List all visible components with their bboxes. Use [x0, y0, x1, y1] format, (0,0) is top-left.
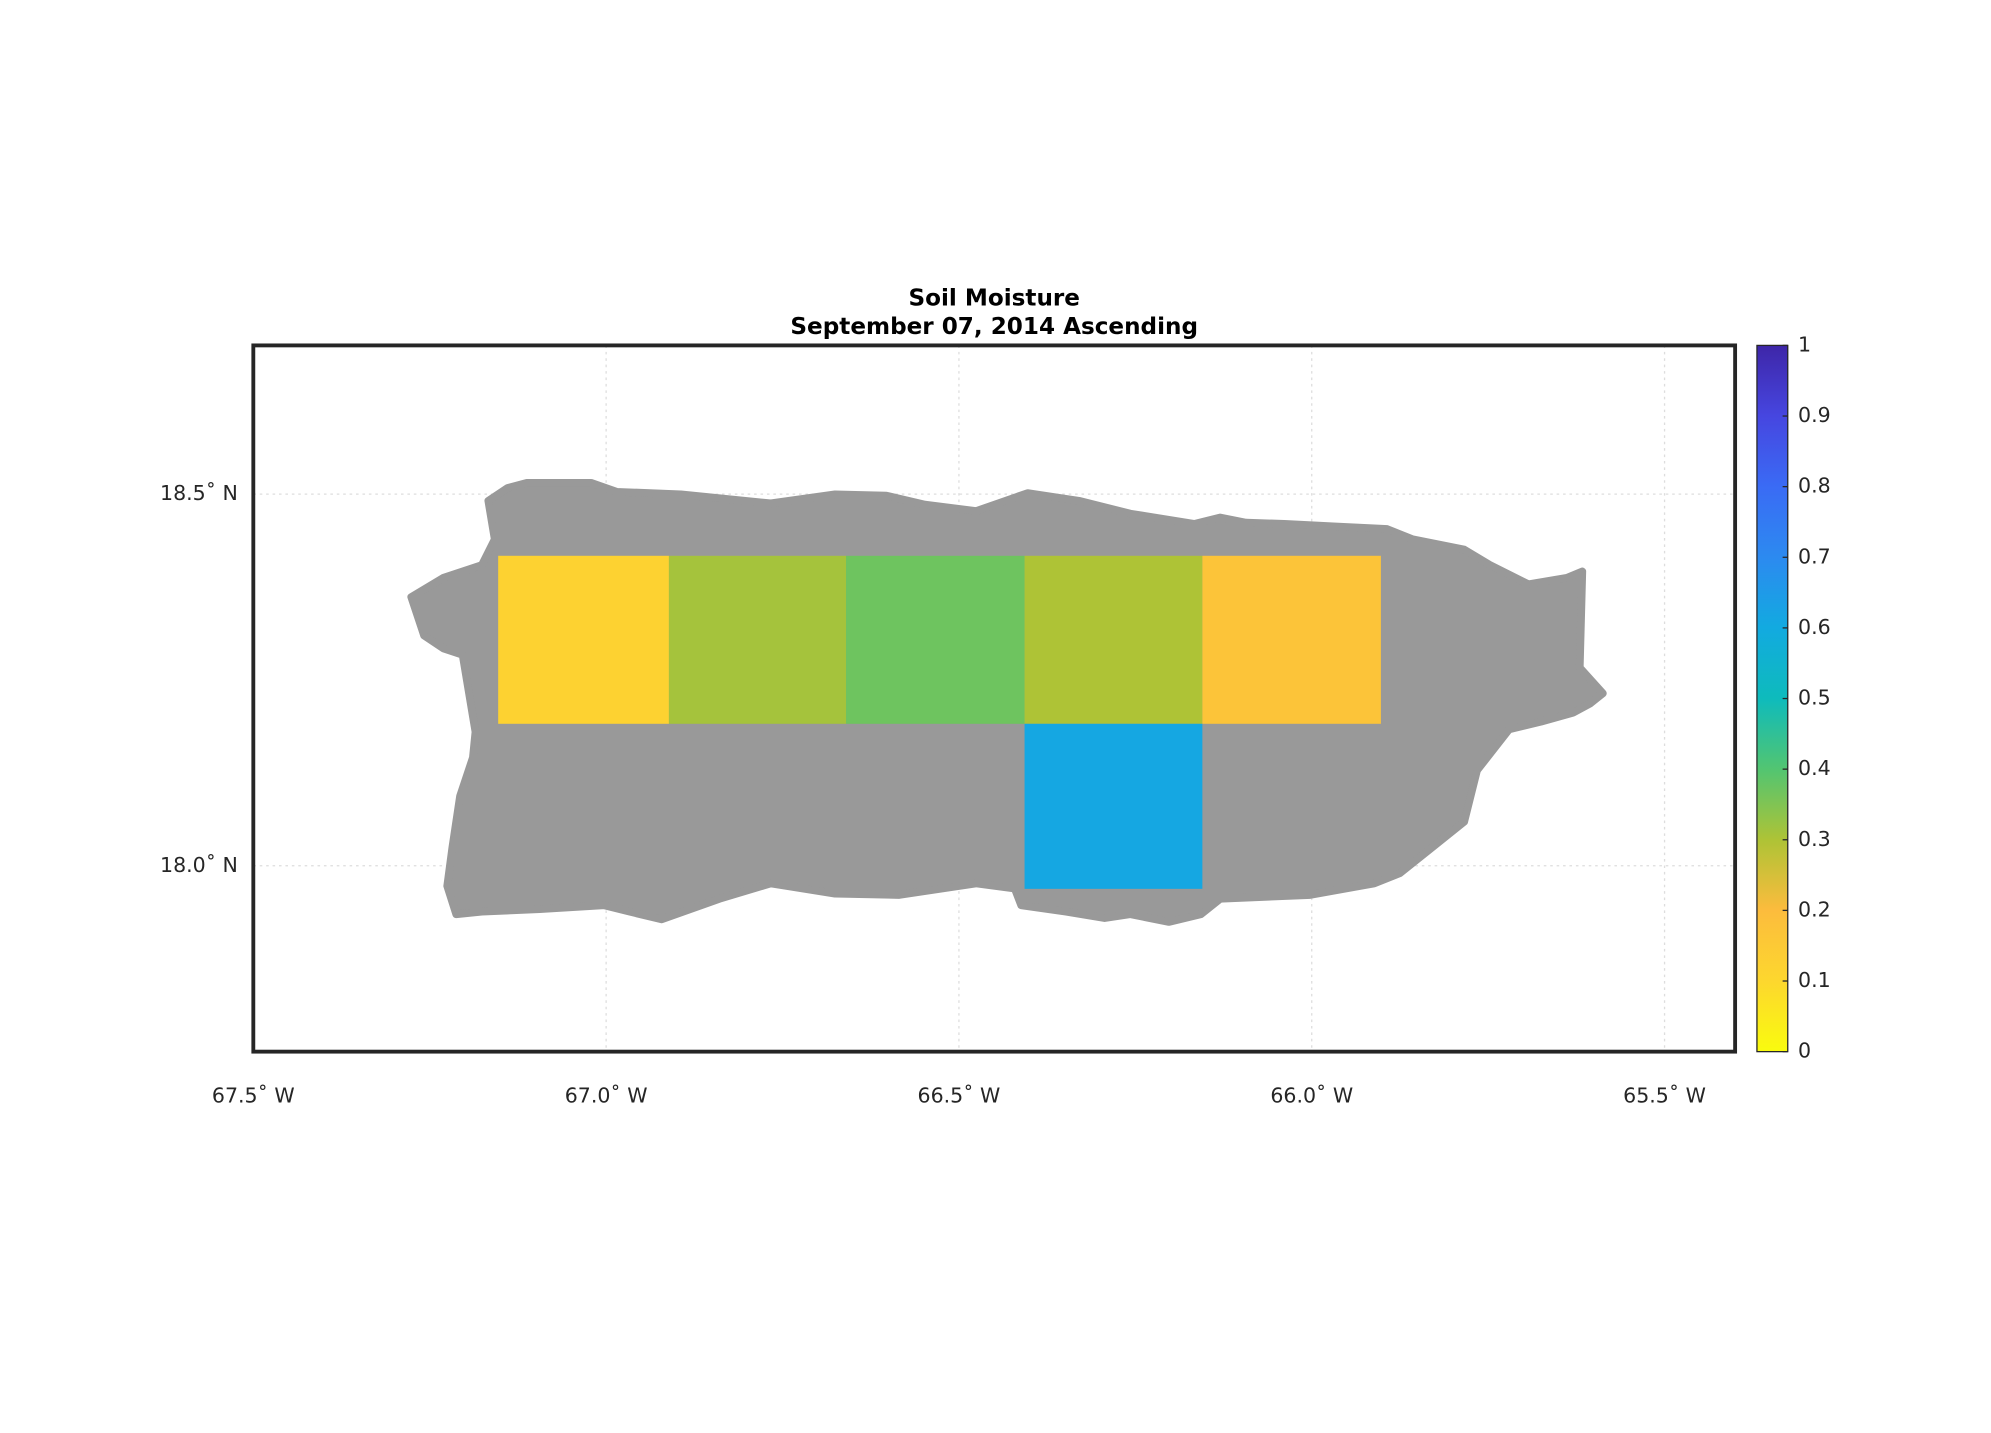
x-tick-label: 67.0˚ W: [565, 1084, 648, 1108]
colorbar-tick-label: 0.8: [1798, 474, 1831, 498]
soil-moisture-cell: [498, 555, 669, 724]
x-tick-label: 67.5˚ W: [212, 1084, 295, 1108]
colorbar-tick-label: 0.6: [1798, 615, 1831, 639]
x-tick-label: 66.0˚ W: [1270, 1084, 1353, 1108]
soil-moisture-cell: [1024, 555, 1203, 724]
y-tick-label: 18.5˚ N: [160, 481, 238, 505]
chart-title: Soil Moisture: [908, 286, 1080, 312]
soil-moisture-cell: [1024, 723, 1203, 889]
y-tick-label: 18.0˚ N: [160, 853, 238, 877]
colorbar-tick-label: 0.1: [1798, 968, 1831, 992]
colorbar-tick-label: 1: [1798, 332, 1811, 356]
colorbar-tick-label: 0.2: [1798, 897, 1831, 921]
colorbar-tick-label: 0.3: [1798, 827, 1831, 851]
chart-subtitle: September 07, 2014 Ascending: [790, 314, 1198, 340]
colorbar-tick-label: 0.4: [1798, 756, 1831, 780]
x-tick-label: 66.5˚ W: [918, 1084, 1001, 1108]
soil-moisture-cell: [846, 555, 1025, 724]
colorbar-tick-label: 0.5: [1798, 686, 1831, 710]
x-tick-label: 65.5˚ W: [1623, 1084, 1706, 1108]
soil-moisture-cell: [1202, 555, 1381, 724]
axes-frame: [251, 343, 1738, 1054]
colorbar-tick-label: 0: [1798, 1039, 1811, 1063]
soil-moisture-cell: [668, 555, 847, 724]
colorbar-tick-label: 0.9: [1798, 403, 1831, 427]
colorbar-tick-label: 0.7: [1798, 544, 1831, 568]
